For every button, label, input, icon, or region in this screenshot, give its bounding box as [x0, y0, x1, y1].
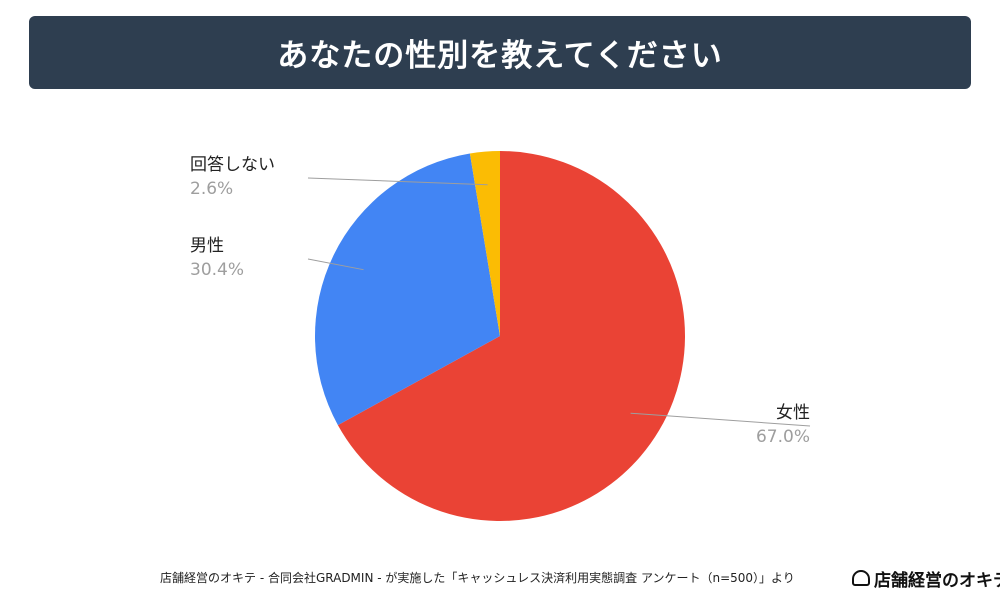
leader-line-no-answer [307, 177, 488, 186]
pie-slice-female [337, 151, 685, 521]
slice-value-male: 30.4% [190, 260, 244, 280]
slice-value-female: 67.0% [756, 427, 810, 447]
brand-logo: 店舗経営のオキテ [852, 566, 1000, 598]
slice-label-male: 男性 [190, 236, 224, 256]
logo-text: 店舗経営のオキテ [874, 571, 1000, 591]
slice-value-no-answer: 2.6% [190, 179, 233, 199]
title-banner: あなたの性別を教えてください [29, 16, 971, 89]
rice-bowl-icon [852, 570, 870, 586]
source-footnote: 店舗経営のオキテ - 合同会社GRADMIN - が実施した「キャッシュレス決済… [160, 571, 795, 585]
pie-slice-no-answer [469, 151, 500, 336]
leader-line-female [630, 412, 811, 427]
slice-label-no-answer: 回答しない [190, 155, 275, 175]
pie-slice-male [315, 153, 500, 426]
page-title: あなたの性別を教えてください [277, 38, 723, 74]
leader-line-male [307, 258, 364, 271]
slice-label-female: 女性 [776, 403, 810, 423]
